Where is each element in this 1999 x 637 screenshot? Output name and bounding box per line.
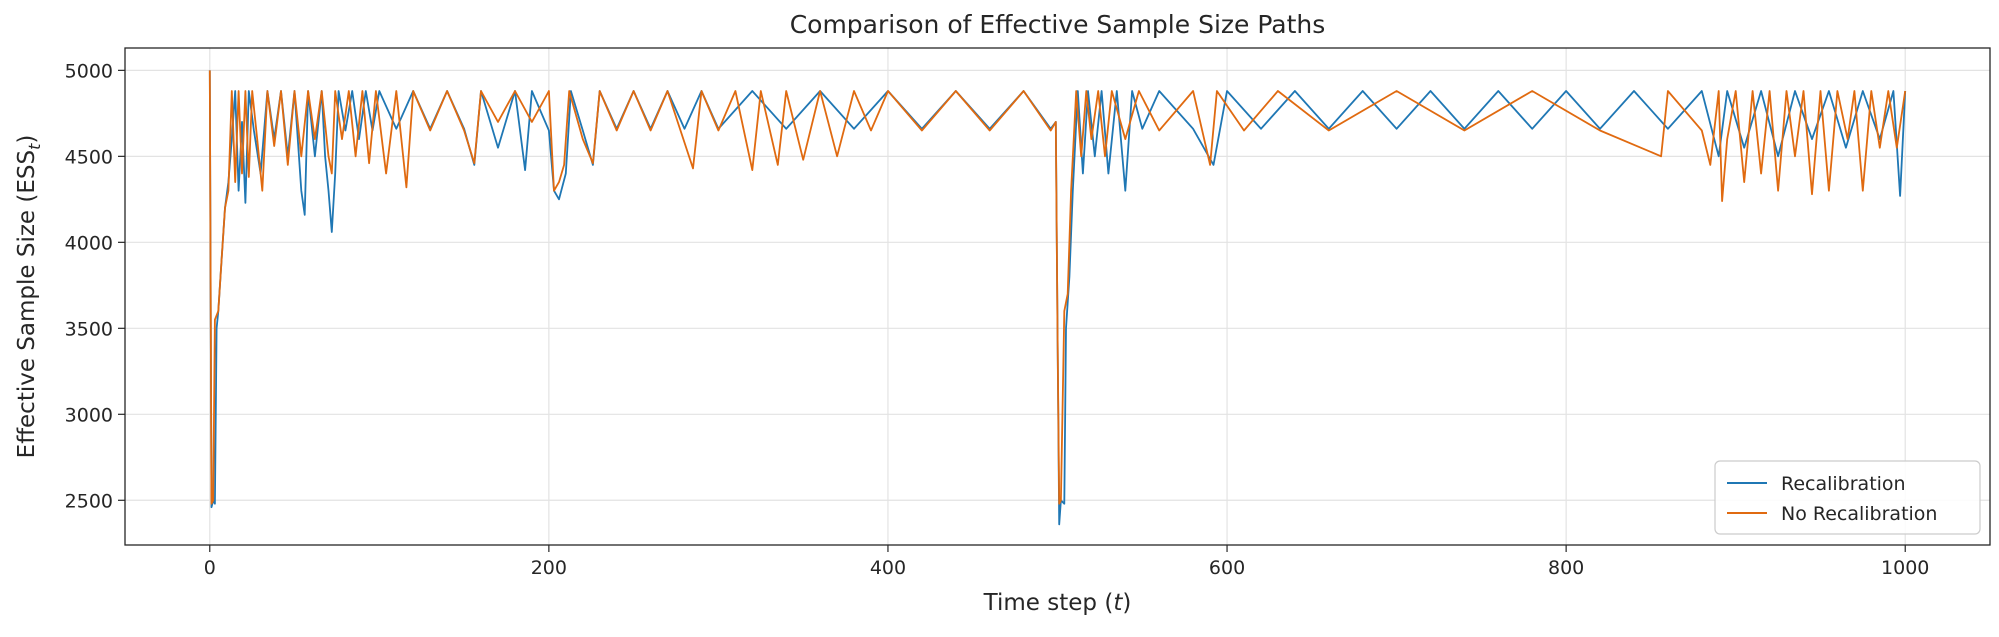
- axis-ticks: 0 200 400 600 800 1000 2500 3000 3500 4000 4500 500…: [65, 60, 1930, 579]
- legend-label: Recalibration: [1781, 473, 1906, 495]
- chart-title: Comparison of Effective Sample Size Path…: [790, 10, 1326, 39]
- series-lines: [208, 70, 1907, 526]
- x-tick-label: 1000: [1881, 557, 1929, 579]
- y-tick-label: 4500: [65, 146, 113, 168]
- x-tick-label: 800: [1548, 557, 1584, 579]
- x-tick-label: 400: [870, 557, 906, 579]
- y-tick-label: 2500: [65, 490, 113, 512]
- x-tick-label: 200: [531, 557, 567, 579]
- x-tick-label: 0: [204, 557, 216, 579]
- x-axis-label: Time step (t): [983, 590, 1132, 616]
- y-tick-label: 3500: [65, 318, 113, 340]
- legend-label: No Recalibration: [1781, 503, 1937, 525]
- y-tick-label: 3000: [65, 404, 113, 426]
- legend-box: [1714, 460, 1981, 535]
- series-line-no-recalibration: [208, 70, 1907, 505]
- y-axis-label: Effective Sample Size (ESSt): [14, 135, 44, 459]
- y-tick-label: 4000: [65, 232, 113, 254]
- legend: Recalibration No Recalibration: [1714, 460, 1981, 535]
- plot-frame: [124, 47, 1991, 546]
- x-tick-label: 600: [1209, 557, 1245, 579]
- y-tick-label: 5000: [65, 60, 113, 82]
